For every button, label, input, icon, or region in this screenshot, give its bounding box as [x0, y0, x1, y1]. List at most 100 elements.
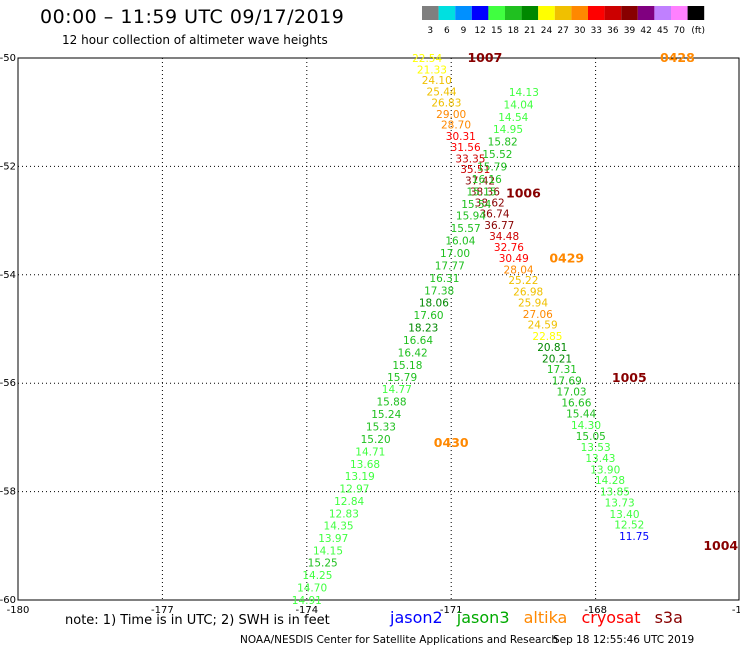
wave-height-value: 15.25: [308, 558, 338, 570]
wave-height-value: 22.54: [412, 53, 442, 65]
wave-height-value: 11.75: [619, 531, 649, 543]
wave-height-value: 15.82: [488, 136, 518, 148]
wave-height-value: 15.18: [392, 360, 422, 372]
legend-swatch: [588, 6, 605, 20]
wave-height-value: 14.71: [355, 446, 385, 458]
wave-height-value: 15.44: [566, 409, 596, 421]
color-legend: 3 6 9 12 15 18 21 24 27 30 33 36 39 42 45 70 (ft): [422, 6, 705, 36]
wave-height-value: 13.43: [585, 453, 615, 465]
legend-swatch: [671, 6, 688, 20]
legend-swatch: [538, 6, 555, 20]
wave-height-value: 13.40: [609, 509, 639, 521]
legend-tick-label: 33: [591, 26, 602, 36]
wave-height-value: 33.35: [455, 153, 485, 165]
wave-height-value: 18.23: [408, 322, 438, 334]
legend-swatch: [521, 6, 539, 20]
legend-tick-label: 42: [640, 26, 651, 36]
wave-height-value: 16.31: [429, 273, 459, 285]
wave-height-value: 12.52: [614, 520, 644, 532]
wave-height-value: 15.79: [477, 161, 507, 173]
wave-height-value: 38.36: [470, 186, 500, 198]
wave-height-value: 13.19: [345, 471, 375, 483]
legend-swatch: [637, 6, 655, 20]
pass-number-label: 1004: [703, 538, 738, 553]
wave-height-value: 25.44: [427, 87, 457, 99]
longitude-tick-label: -16: [732, 605, 740, 616]
wave-height-value: 14.35: [324, 521, 354, 533]
legend-swatch: [621, 6, 638, 20]
satellite-label-cryosat: cryosat: [581, 608, 641, 627]
wave-height-value: 16.66: [561, 398, 591, 410]
wave-height-value: 15.24: [371, 409, 401, 421]
wave-height-value: 13.85: [600, 487, 630, 499]
legend-swatch: [505, 6, 522, 20]
legend-tick-label: 36: [607, 26, 619, 36]
wave-height-value: 12.83: [329, 508, 359, 520]
legend-tick-label: 39: [624, 26, 636, 36]
wave-height-value: 12.84: [334, 496, 364, 508]
satellite-label-s3a: s3a: [654, 608, 683, 627]
wave-height-value: 16.42: [398, 347, 428, 359]
wave-height-value: 36.74: [479, 209, 509, 221]
legend-swatch: [422, 6, 439, 20]
legend-tick-label: 18: [508, 26, 520, 36]
wave-height-value: 13.97: [318, 533, 348, 545]
longitude-tick-label: -171: [440, 605, 463, 616]
legend-swatch: [438, 6, 456, 20]
wave-height-value: 13.53: [581, 442, 611, 454]
wave-height-value: 15.57: [451, 223, 481, 235]
wave-height-value: 17.69: [552, 375, 582, 387]
wave-height-value: 27.06: [523, 309, 553, 321]
map-title: 00:00 – 11:59 UTC 09/17/2019: [40, 6, 345, 28]
pass-number-label: 1007: [467, 50, 502, 65]
legend-tick-label: 27: [557, 26, 568, 36]
wave-height-value: 15.20: [361, 434, 391, 446]
wave-height-value: 38.62: [475, 198, 505, 210]
map-subtitle: 12 hour collection of altimeter wave hei…: [62, 33, 328, 47]
wave-height-value: 17.38: [424, 286, 454, 298]
wave-height-value: 22.85: [532, 331, 562, 343]
satellite-legend: jason2 jason3 altika cryosat s3a: [390, 608, 692, 627]
wave-height-value: 26.98: [513, 287, 543, 299]
latitude-tick-label: -54: [0, 270, 16, 281]
legend-tick-label: 3: [427, 26, 433, 36]
legend-swatch: [604, 6, 622, 20]
satellite-label-jason3: jason3: [456, 608, 510, 627]
wave-height-value: 30.49: [499, 253, 529, 265]
longitude-tick-label: -180: [7, 605, 30, 616]
pass-number-label: 1006: [506, 186, 541, 201]
wave-height-value: 18.06: [419, 297, 449, 309]
wave-height-value: 13.73: [605, 497, 635, 509]
wave-height-value: 25.22: [508, 275, 538, 287]
legend-tick-label: 6: [444, 26, 450, 36]
map-frame: [17, 57, 740, 601]
wave-height-value: 13.90: [590, 464, 620, 476]
wave-height-value: 37.42: [465, 175, 495, 187]
wave-height-value: 15.15: [466, 186, 496, 198]
wave-height-value: 15.79: [387, 372, 417, 384]
wave-height-value: 15.54: [461, 199, 491, 211]
longitude-tick-label: -168: [584, 605, 607, 616]
wave-height-value: 24.10: [422, 75, 452, 87]
wave-height-value: 15.88: [376, 397, 406, 409]
legend-swatch: [471, 6, 489, 20]
satellite-label-altika: altika: [523, 608, 568, 627]
wave-height-value: 15.05: [576, 431, 606, 443]
wave-height-value: 16.64: [403, 335, 433, 347]
wave-height-value: 15.33: [366, 422, 396, 434]
legend-tick-label: 24: [541, 26, 553, 36]
latitude-tick-label: -60: [0, 595, 16, 606]
latitude-tick-label: -50: [0, 53, 16, 64]
wave-height-value: 17.60: [414, 310, 444, 322]
pass-number-label: 1005: [612, 370, 647, 385]
wave-height-value: 16.04: [445, 236, 475, 248]
wave-height-value: 12.97: [339, 483, 369, 495]
legend-swatch: [488, 6, 505, 20]
wave-height-value: 17.77: [435, 261, 465, 273]
wave-height-value: 14.91: [292, 595, 322, 607]
wave-height-value: 20.21: [542, 353, 572, 365]
wave-height-value: 31.56: [451, 142, 481, 154]
footer-note: note: 1) Time is in UTC; 2) SWH is in fe…: [65, 613, 330, 628]
wave-height-value: 16.16: [472, 174, 502, 186]
